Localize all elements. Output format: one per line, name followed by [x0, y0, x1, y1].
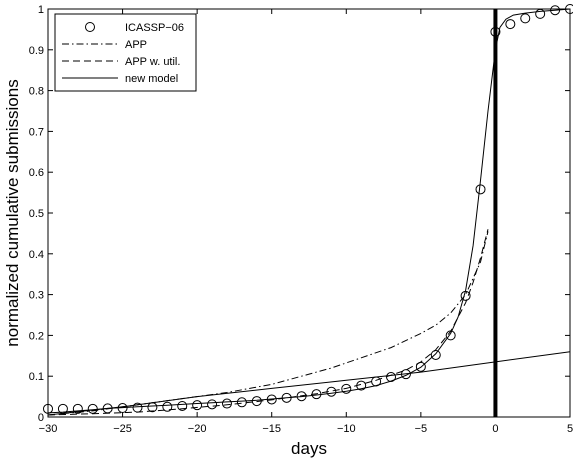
icassp-data-point [371, 376, 382, 387]
icassp-data-point [490, 26, 501, 37]
x-tick-label: −15 [262, 423, 281, 435]
icassp-data-point [251, 396, 262, 407]
x-tick-label: −25 [113, 423, 132, 435]
icassp-data-point [520, 13, 531, 24]
icassp-data-point [460, 290, 471, 301]
icassp-data-point [445, 330, 456, 341]
icassp-data-point [341, 383, 352, 394]
y-tick-label: 0.8 [29, 86, 44, 98]
y-tick-label: 0.3 [29, 290, 44, 302]
icassp-data-point [207, 399, 218, 410]
x-tick-label: 0 [492, 423, 498, 435]
icassp-data-point [430, 349, 441, 360]
icassp-data-point [400, 369, 411, 380]
x-axis-label: days [291, 439, 327, 458]
icassp-data-point [281, 392, 292, 403]
x-tick-label: 5 [567, 423, 573, 435]
x-tick-label: −20 [188, 423, 207, 435]
icassp-data-point [266, 394, 277, 405]
icassp-data-point [356, 380, 367, 391]
icassp-data-point [72, 403, 83, 414]
legend: ICASSP−06 APP APP w. util. new model [54, 13, 197, 92]
icassp-data-point [296, 391, 307, 402]
y-tick-label: 0 [38, 412, 44, 424]
y-tick-label: 0.7 [29, 126, 44, 138]
y-tick-label: 1 [38, 4, 44, 16]
icassp-data-point [550, 5, 561, 16]
icassp-data-point [192, 400, 203, 411]
icassp-data-point [177, 400, 188, 411]
icassp-data-point [386, 372, 397, 383]
legend-label-icassp: ICASSP−06 [125, 22, 184, 34]
legend-marker-icassp [85, 22, 95, 32]
y-tick-label: 0.2 [29, 330, 44, 342]
series-line-2 [47, 229, 489, 416]
icassp-data-point [505, 19, 516, 30]
legend-label-app: APP [125, 39, 147, 51]
icassp-data-point [102, 403, 113, 414]
y-tick-label: 0.9 [29, 45, 44, 57]
y-tick-label: 0.1 [29, 371, 44, 383]
icassp-data-point [132, 402, 143, 413]
icassp-data-point [87, 403, 98, 414]
y-axis: 0 0.1 0.2 0.3 0.4 0.5 0.6 0.7 0.8 0.9 1 [29, 4, 570, 424]
x-axis: −30 −25 −20 −15 −10 −5 0 5 [39, 9, 573, 435]
series-line-4 [47, 351, 571, 416]
y-tick-label: 0.6 [29, 167, 44, 179]
icassp-data-point [221, 398, 232, 409]
x-tick-label: −10 [337, 423, 356, 435]
y-tick-label: 0.5 [29, 208, 44, 220]
y-tick-label: 0.4 [29, 249, 44, 261]
icassp-data-point [311, 389, 322, 400]
icassp-data-point [415, 361, 426, 372]
x-tick-label: −5 [415, 423, 428, 435]
x-tick-label: −30 [39, 423, 58, 435]
icassp-data-point [147, 402, 158, 413]
y-axis-label: normalized cumulative submissions [3, 79, 22, 346]
icassp-data-point [57, 403, 68, 414]
icassp-data-point [236, 397, 247, 408]
legend-label-new-model: new model [125, 73, 178, 85]
icassp-data-point [326, 386, 337, 397]
legend-label-app-util: APP w. util. [125, 56, 180, 68]
marker-layer [43, 4, 573, 414]
icassp-data-point [162, 401, 173, 412]
icassp-data-point [475, 184, 486, 195]
